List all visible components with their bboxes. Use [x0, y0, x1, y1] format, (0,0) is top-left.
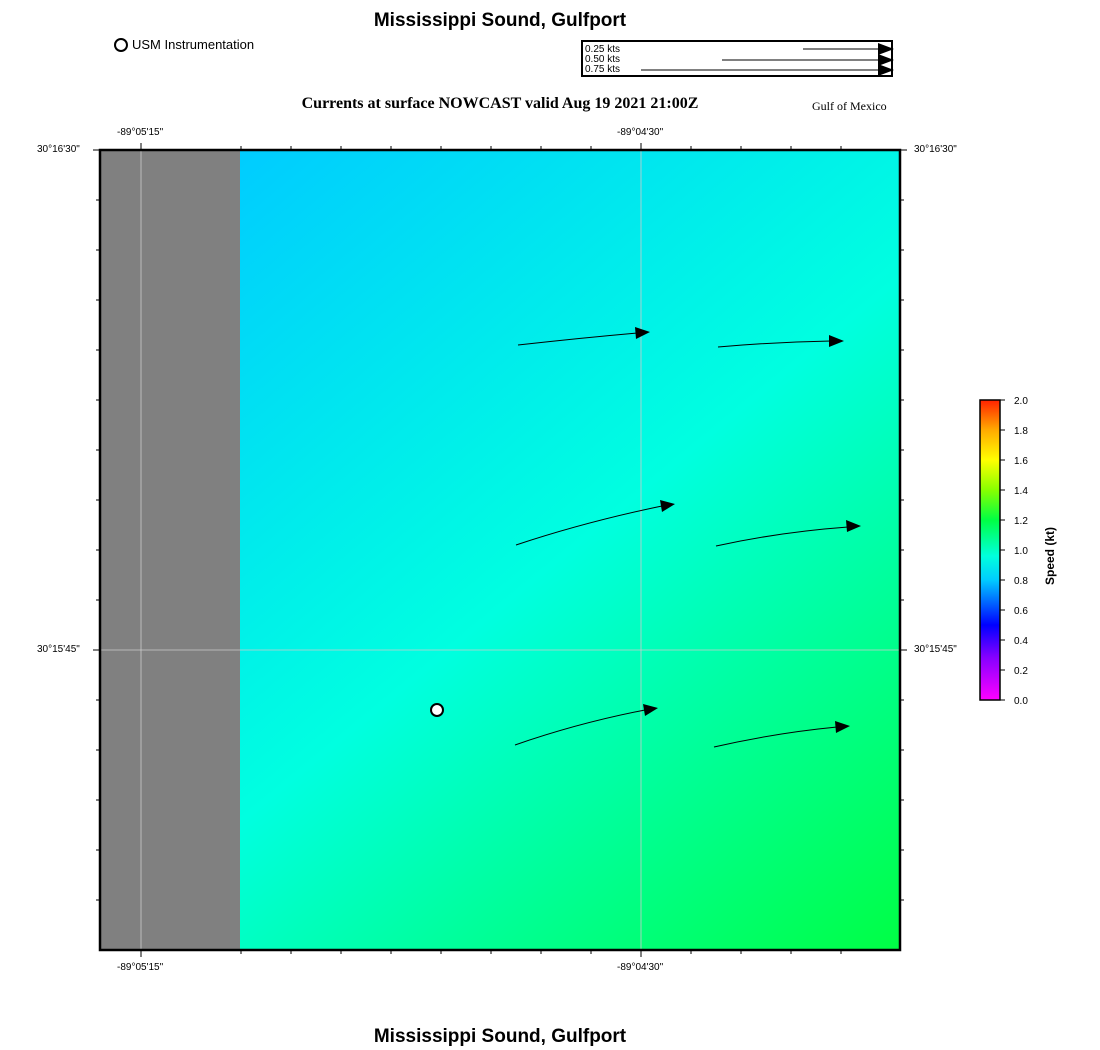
current-vector-5: [514, 709, 646, 746]
colorbar-tick-0: 0.0: [1014, 696, 1028, 707]
colorbar-tick-8: 1.6: [1014, 456, 1028, 467]
colorbar-tick-5: 1.0: [1014, 546, 1028, 557]
current-vector-6: [713, 726, 838, 748]
colorbar-tick-4: 0.8: [1014, 576, 1028, 587]
land-area: [100, 150, 240, 950]
lon-label-bottom-2: -89°04'30": [617, 962, 664, 973]
colorbar-tick-7: 1.4: [1014, 486, 1028, 497]
lat-label-left-2: 30°15'45": [37, 644, 80, 655]
lon-label-top-2: -89°04'30": [617, 127, 664, 138]
map-title: Mississippi Sound, Gulfport: [373, 10, 627, 31]
usm-station-marker: [430, 703, 444, 717]
current-arrowhead-3: [660, 500, 675, 512]
lat-label-right-1: 30°16'30": [914, 144, 957, 155]
current-vectors: [514, 332, 849, 748]
map-plot: [93, 143, 907, 957]
current-arrowhead-6: [835, 721, 850, 733]
footer-title: Mississippi Sound, Gulfport: [373, 1026, 627, 1047]
speed-key-label-2: 0.50 kts: [585, 54, 621, 65]
region-label: Gulf of Mexico: [812, 99, 887, 113]
current-vector-3: [515, 505, 663, 546]
lat-label-right-2: 30°15'45": [914, 644, 957, 655]
current-arrowhead-4: [846, 520, 861, 532]
station-legend-label: USM Instrumentation: [132, 37, 255, 52]
speed-key-arrowhead-1: [878, 43, 894, 55]
current-arrowheads: [635, 327, 861, 733]
lon-label-bottom-1: -89°05'15": [117, 962, 164, 973]
colorbar-tick-1: 0.2: [1014, 666, 1028, 677]
speed-key-arrows: [641, 43, 894, 76]
current-arrowhead-5: [643, 704, 658, 716]
current-vector-4: [715, 526, 849, 547]
colorbar-tick-6: 1.2: [1014, 516, 1028, 527]
lat-label-left-1: 30°16'30": [37, 144, 80, 155]
current-arrowhead-2: [829, 335, 844, 347]
current-vector-1: [517, 332, 638, 346]
lon-label-top-1: -89°05'15": [117, 127, 164, 138]
current-vector-2: [717, 340, 832, 348]
station-legend: USM Instrumentation: [114, 37, 254, 52]
colorbar-tick-3: 0.6: [1014, 606, 1028, 617]
speed-key-arrowhead-2: [878, 54, 894, 66]
speed-key-label-3: 0.75 kts: [585, 64, 621, 75]
speed-colorbar: 0.0 0.2 0.4 0.6 0.8 1.0 1.2 1.4 1.6 1.8 …: [979, 396, 1057, 707]
speed-key-label-1: 0.25 kts: [585, 44, 621, 55]
colorbar-tick-2: 0.4: [1014, 636, 1028, 647]
colorbar-tick-10: 2.0: [1014, 396, 1028, 407]
speed-key-box: [581, 40, 893, 77]
station-marker-icon: [114, 37, 128, 52]
map-subtitle: Currents at surface NOWCAST valid Aug 19…: [301, 95, 699, 112]
frame-ticks: [93, 143, 907, 957]
speed-key-arrowhead-3: [878, 64, 894, 76]
grid-lines: [100, 150, 900, 950]
current-arrowhead-1: [635, 327, 650, 339]
colorbar-label: Speed (kt): [1043, 527, 1057, 585]
colorbar-gradient: [979, 399, 1001, 701]
colorbar-tick-9: 1.8: [1014, 426, 1028, 437]
